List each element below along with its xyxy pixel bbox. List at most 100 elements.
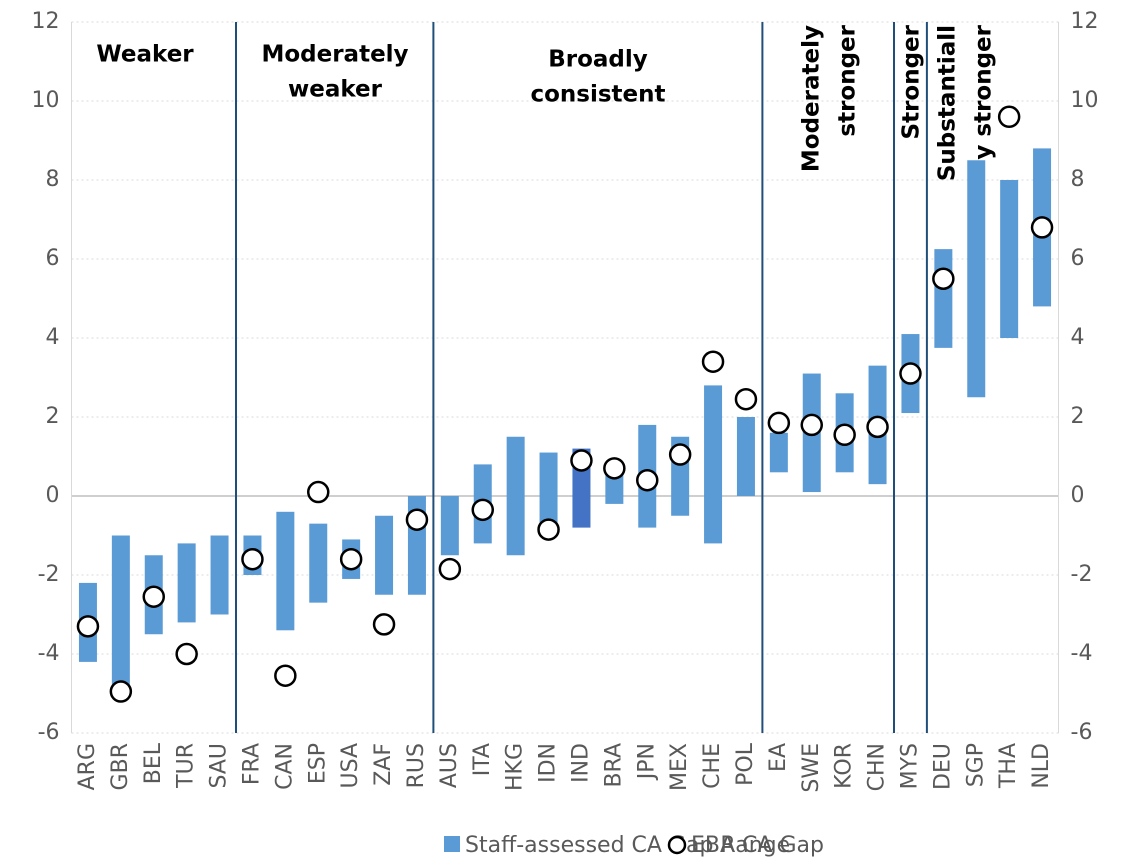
x-tick-label: AUS xyxy=(437,743,462,788)
eba-point xyxy=(405,508,429,531)
eba-point xyxy=(339,547,363,571)
eba-point xyxy=(76,615,100,638)
range-bar xyxy=(276,511,295,631)
eba-point xyxy=(636,468,659,492)
x-tick-label: ZAF xyxy=(371,743,396,786)
x-tick-label: GBR xyxy=(108,743,133,790)
y-tick-label: 4 xyxy=(46,325,60,350)
eba-point xyxy=(833,423,856,447)
y2-tick-label: 6 xyxy=(1071,246,1085,271)
eba-point xyxy=(372,613,396,636)
y-tick-label: 10 xyxy=(32,88,60,113)
y2-tick-label: 4 xyxy=(1071,325,1085,350)
eba-point xyxy=(109,680,133,703)
eba-point xyxy=(899,362,922,385)
y2-tick-label: 8 xyxy=(1071,167,1085,192)
y-tick-label: 12 xyxy=(32,9,60,34)
range-bar xyxy=(440,496,459,556)
x-tick-label: KOR xyxy=(832,743,857,789)
eba-point xyxy=(800,413,823,437)
eba-point xyxy=(471,498,494,522)
legend-marker xyxy=(667,835,687,855)
eba-point xyxy=(1030,216,1054,239)
region-label: Stronger xyxy=(899,24,925,139)
range-bar xyxy=(375,515,394,595)
y-tick-label: 0 xyxy=(46,483,60,508)
range-bar xyxy=(111,535,130,694)
x-tick-label: FRA xyxy=(239,743,264,785)
eba-point xyxy=(767,411,791,435)
range-bar xyxy=(539,452,558,532)
eba-point xyxy=(537,518,560,541)
region-label: consistent xyxy=(530,82,665,108)
y2-tick-label: 0 xyxy=(1071,483,1085,508)
eba-point xyxy=(241,547,264,571)
eba-point xyxy=(175,642,198,666)
x-tick-label: BEL xyxy=(141,742,166,784)
x-tick-label: NLD xyxy=(1029,743,1054,789)
range-bar xyxy=(704,385,723,544)
x-tick-label: JPN xyxy=(634,743,659,781)
eba-point xyxy=(307,480,330,504)
region-label: Substantiall xyxy=(935,25,961,181)
x-tick-label: ARG xyxy=(75,743,100,790)
eba-point xyxy=(701,350,725,373)
y2-tick-label: -4 xyxy=(1071,641,1093,666)
y2-tick-label: -6 xyxy=(1071,720,1093,745)
range-bar xyxy=(1000,180,1019,338)
legend-label: EBA CA Gap xyxy=(691,833,824,858)
x-tick-label: MYS xyxy=(897,743,922,789)
y2-tick-label: -2 xyxy=(1071,562,1093,587)
eba-point xyxy=(603,457,626,480)
legend-swatch xyxy=(444,836,460,852)
range-bar xyxy=(934,249,953,348)
range-bar xyxy=(210,535,229,615)
region-label: Moderately xyxy=(799,25,825,172)
range-bar xyxy=(177,543,196,623)
region-label: stronger xyxy=(835,24,861,136)
range-bar xyxy=(736,417,755,496)
eba-point xyxy=(997,105,1021,129)
range-bar xyxy=(309,523,328,603)
y-tick-label: -2 xyxy=(38,562,60,587)
x-tick-label: EA xyxy=(766,743,791,772)
y-tick-label: 8 xyxy=(46,167,60,192)
y2-tick-label: 10 xyxy=(1071,88,1099,113)
region-label: Moderately xyxy=(261,42,408,68)
range-bar xyxy=(506,436,525,556)
x-tick-label: MEX xyxy=(667,743,692,791)
x-tick-label: CAN xyxy=(272,743,297,790)
y-tick-label: -6 xyxy=(38,720,60,745)
x-tick-label: SWE xyxy=(799,743,824,793)
x-tick-label: BRA xyxy=(601,743,626,788)
x-tick-label: THA xyxy=(996,743,1021,789)
x-tick-label: IND xyxy=(568,743,593,783)
x-tick-label: USA xyxy=(338,743,363,789)
x-tick-label: ESP xyxy=(305,743,330,784)
y-tick-label: 6 xyxy=(46,246,60,271)
x-tick-label: CHE xyxy=(700,743,725,789)
x-tick-label: IDN xyxy=(536,743,561,783)
range-bar xyxy=(967,160,986,398)
legend-label: Staff-assessed CA Gap Range xyxy=(465,833,790,858)
x-tick-label: ITA xyxy=(470,743,495,776)
x-tick-label: HKG xyxy=(503,743,528,791)
x-tick-label: TUR xyxy=(174,743,199,789)
x-tick-label: POL xyxy=(733,742,758,786)
region-label: Broadly xyxy=(548,47,648,73)
x-tick-label: DEU xyxy=(930,743,955,790)
eba-point xyxy=(274,664,297,687)
region-label: Weaker xyxy=(96,42,194,68)
x-tick-label: SGP xyxy=(963,743,988,787)
region-label: weaker xyxy=(288,77,383,103)
x-tick-label: CHN xyxy=(865,743,890,791)
eba-point xyxy=(866,415,889,439)
x-tick-label: RUS xyxy=(404,743,429,788)
range-bar xyxy=(769,432,788,473)
eba-point xyxy=(570,449,593,472)
y2-tick-label: 12 xyxy=(1071,9,1099,34)
eba-point xyxy=(734,387,758,411)
eba-point xyxy=(142,585,165,608)
y-tick-label: -4 xyxy=(38,641,60,666)
